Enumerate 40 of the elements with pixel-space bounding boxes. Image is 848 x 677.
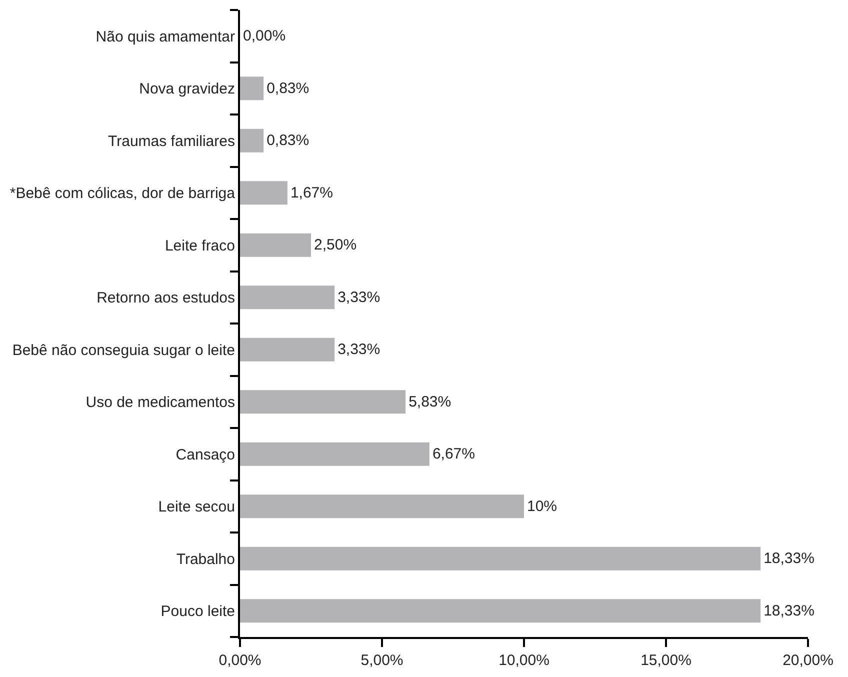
- x-tick-label: 0,00%: [218, 652, 262, 669]
- data-label: 3,33%: [338, 341, 380, 358]
- x-tick-label: 10,00%: [498, 652, 550, 669]
- bar: [240, 286, 335, 310]
- data-label: 0,00%: [243, 28, 286, 45]
- bar: [240, 546, 761, 570]
- data-label: 2,50%: [314, 236, 357, 254]
- data-label: 18,33%: [764, 602, 814, 620]
- bar: [240, 181, 288, 205]
- y-tick-label: Pouco leite: [160, 603, 235, 620]
- data-label: 10%: [527, 498, 558, 515]
- data-label: 6,67%: [432, 446, 475, 463]
- bar: [240, 128, 264, 152]
- y-tick-label: Nova gravidez: [139, 80, 235, 98]
- data-label: 5,83%: [408, 393, 452, 410]
- y-tick-label: Uso de medicamentos: [86, 394, 235, 412]
- y-tick-label: Leite fraco: [164, 237, 235, 254]
- data-label: 0,83%: [266, 132, 310, 150]
- bar: [240, 338, 335, 362]
- data-label: 18,33%: [764, 550, 814, 568]
- x-tick-label: 15,00%: [640, 652, 692, 669]
- y-tick-label: Bebê não conseguia sugar o leite: [12, 342, 235, 359]
- y-tick-label: Cansaço: [176, 446, 235, 464]
- bar: [240, 442, 430, 466]
- bar: [240, 494, 524, 518]
- bar: [240, 233, 311, 257]
- data-label: 1,67%: [290, 184, 333, 202]
- data-label: 3,33%: [338, 288, 380, 306]
- data-label: 0,83%: [266, 80, 310, 97]
- y-tick-label: Retorno aos estudos: [96, 290, 235, 307]
- bar: [240, 390, 406, 414]
- y-tick-label: Não quis amamentar: [96, 28, 236, 46]
- x-tick-label: 20,00%: [782, 652, 834, 669]
- bar: [240, 599, 761, 623]
- y-tick-label: Traumas familiares: [108, 132, 235, 150]
- y-tick-label: Leite secou: [158, 498, 235, 516]
- y-tick-label: *Bebê com cólicas, dor de barriga: [10, 185, 236, 202]
- y-tick-label: Trabalho: [176, 550, 235, 568]
- x-tick-label: 5,00%: [360, 652, 404, 669]
- bar: [240, 76, 264, 100]
